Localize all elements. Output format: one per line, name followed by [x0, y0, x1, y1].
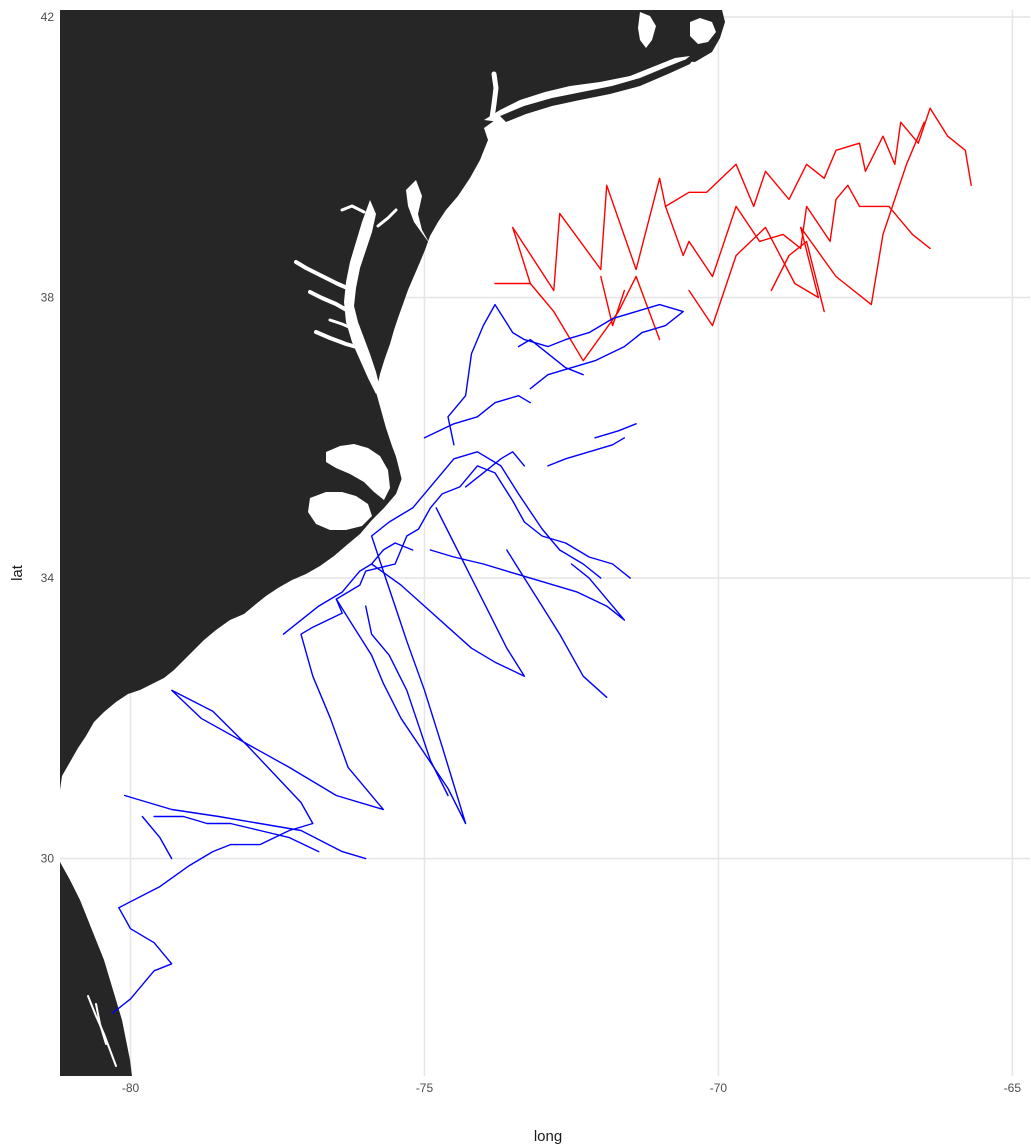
x-axis-title: long	[534, 1128, 562, 1145]
land-mainland	[60, 10, 725, 790]
buzzards-bay	[690, 18, 716, 44]
indian-river-lagoon	[95, 1003, 107, 1045]
track-segment	[365, 605, 449, 797]
track-segment	[506, 549, 608, 698]
york-river	[328, 318, 358, 332]
track-segment	[664, 184, 931, 278]
susquehanna-flats	[340, 204, 366, 214]
y-tick-label: 34	[41, 571, 55, 585]
james-river	[314, 330, 362, 350]
land-mass	[60, 10, 725, 1076]
chesapeake-bay	[344, 200, 380, 394]
land-florida	[60, 862, 132, 1076]
track-segment	[153, 815, 320, 853]
track-segment	[529, 275, 661, 362]
y-tick-label: 38	[41, 291, 55, 305]
track-segment	[423, 395, 531, 439]
track-segment	[517, 338, 584, 376]
potomac-river	[294, 260, 354, 292]
track-segment	[141, 815, 173, 860]
long-island	[500, 58, 694, 122]
vessel-tracks	[112, 107, 972, 1014]
delaware-bay	[406, 180, 430, 244]
track-segment	[594, 423, 637, 439]
track-segment	[464, 451, 526, 488]
rappahannock-river	[308, 290, 352, 314]
pamlico-sound	[308, 492, 372, 530]
track-segment	[770, 240, 825, 313]
track-segment	[282, 542, 414, 635]
y-tick-label: 30	[41, 852, 55, 866]
chester-river	[376, 208, 398, 228]
x-tick-label: -70	[710, 1081, 728, 1095]
track-segment	[547, 437, 626, 467]
track-segment	[370, 507, 526, 677]
y-tick-label: 42	[41, 10, 55, 24]
track-segment	[123, 794, 367, 860]
track-segment	[688, 121, 925, 327]
track-segment	[600, 275, 626, 327]
x-tick-label: -65	[1004, 1081, 1022, 1095]
outer-banks	[368, 434, 406, 544]
track-segment	[494, 107, 972, 292]
track-series-0	[494, 107, 972, 362]
track-series-1	[112, 303, 684, 1014]
hudson-river	[489, 71, 499, 121]
y-axis-title: lat	[9, 564, 26, 581]
track-segment	[447, 303, 684, 446]
va-barrier-islands	[389, 299, 407, 385]
narragansett-bay	[638, 12, 656, 48]
x-tick-label: -80	[122, 1081, 140, 1095]
x-axis-ticks: -80 -75 -70 -65	[122, 1081, 1021, 1095]
y-axis-ticks: 30 34 38 42	[41, 10, 55, 866]
albemarle-sound	[326, 444, 390, 500]
x-tick-label: -75	[416, 1081, 434, 1095]
track-segment	[112, 465, 631, 1014]
track-segment	[335, 451, 602, 825]
track-segment	[429, 549, 626, 621]
